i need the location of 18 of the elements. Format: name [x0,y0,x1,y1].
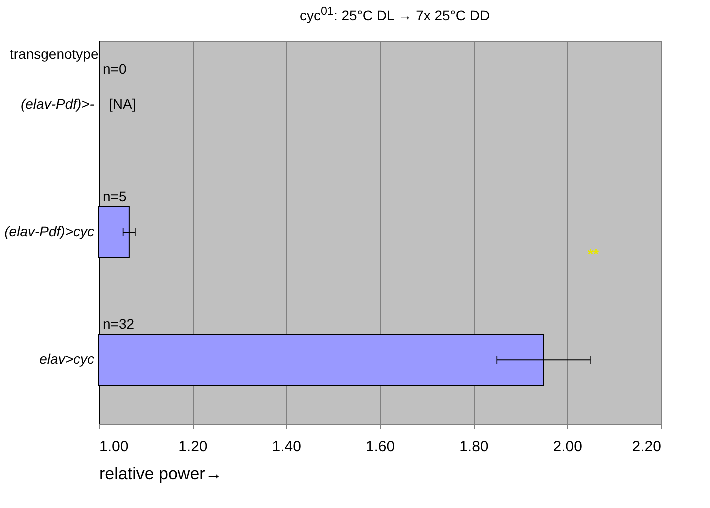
x-tick-label: 1.00 [100,438,129,456]
y-tick-label: (elav-Pdf)>- [20,96,95,112]
y-tick-label: (elav-Pdf)>cyc [4,224,94,240]
annotation: ** [588,246,599,262]
x-tick-label: 2.20 [632,438,662,456]
annotation: n=32 [103,316,135,332]
x-tick-label: 1.80 [460,438,489,456]
y-tick-label: elav>cyc [40,351,94,368]
annotation: n=5 [103,188,127,204]
text: transgenotype [10,46,99,62]
x-axis-title: relative power→ [100,464,222,484]
x-tick-label: 1.60 [366,438,396,456]
chart-title: cyc$^{01}$: 25°C DL → 7x 25°C DD [300,5,490,24]
x-tick-label: 1.20 [178,438,208,456]
x-tick-label: 2.00 [553,438,582,456]
annotation: n=0 [103,60,127,77]
x-tick-label: 1.40 [272,438,302,456]
text: [NA] [109,96,136,112]
